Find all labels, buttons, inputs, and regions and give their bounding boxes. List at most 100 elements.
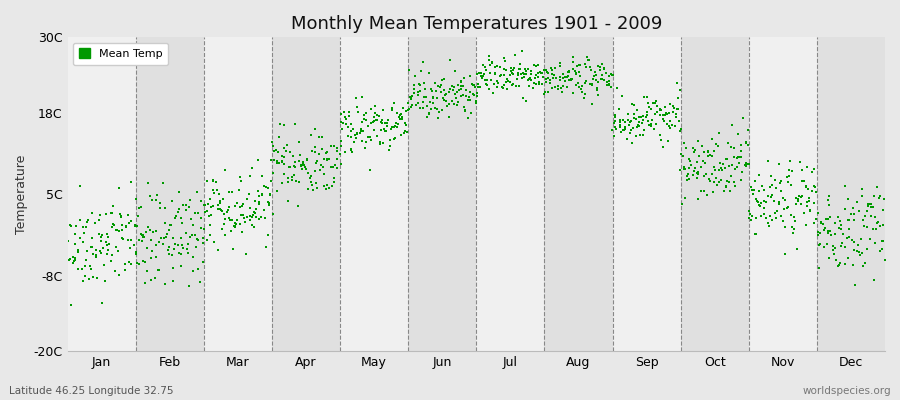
- Point: [296, 162, 310, 168]
- Point: [486, 90, 500, 96]
- Point: [745, 187, 760, 193]
- Point: [135, 232, 149, 238]
- Point: [650, 109, 664, 115]
- Point: [200, 208, 214, 214]
- Point: [355, 119, 369, 126]
- Point: [578, 80, 592, 86]
- Point: [724, 144, 738, 150]
- Point: [369, 112, 383, 118]
- Point: [778, 197, 792, 204]
- Point: [216, 196, 230, 202]
- Point: [223, 216, 238, 223]
- Point: [247, 224, 261, 230]
- Point: [734, 176, 749, 183]
- Point: [61, 257, 76, 263]
- Point: [105, 210, 120, 217]
- Point: [788, 218, 802, 224]
- Point: [72, 182, 86, 189]
- Point: [583, 67, 598, 73]
- Point: [734, 142, 748, 148]
- Point: [761, 223, 776, 230]
- Point: [490, 63, 504, 69]
- Point: [380, 120, 394, 126]
- Point: [714, 177, 728, 183]
- Point: [706, 171, 720, 178]
- Point: [675, 200, 689, 207]
- Point: [659, 110, 673, 116]
- Point: [544, 85, 559, 92]
- Point: [378, 128, 392, 134]
- Point: [389, 120, 403, 126]
- Point: [188, 210, 202, 216]
- Point: [128, 222, 142, 228]
- Point: [390, 124, 404, 130]
- Point: [535, 81, 549, 87]
- Point: [497, 72, 511, 78]
- Point: [369, 133, 383, 139]
- Point: [553, 63, 567, 70]
- Point: [608, 118, 622, 124]
- Point: [323, 143, 338, 149]
- Bar: [136, 37, 203, 351]
- Point: [175, 220, 189, 226]
- Point: [661, 138, 675, 144]
- Point: [275, 180, 290, 186]
- Point: [218, 166, 232, 173]
- Point: [404, 93, 419, 100]
- Point: [235, 228, 249, 235]
- Point: [474, 70, 489, 76]
- Point: [265, 178, 279, 184]
- Point: [346, 126, 360, 132]
- Point: [803, 207, 817, 213]
- Point: [82, 276, 96, 282]
- Point: [508, 82, 523, 89]
- Point: [743, 217, 758, 224]
- Point: [163, 222, 177, 228]
- Point: [93, 248, 107, 254]
- Point: [143, 226, 157, 233]
- Point: [77, 273, 92, 279]
- Point: [608, 124, 623, 130]
- Point: [472, 83, 487, 90]
- Point: [763, 212, 778, 219]
- Point: [833, 242, 848, 249]
- Point: [769, 214, 783, 221]
- Point: [458, 107, 473, 113]
- Point: [184, 215, 199, 222]
- Point: [466, 82, 481, 88]
- Point: [700, 149, 715, 156]
- Point: [510, 76, 525, 82]
- Point: [670, 95, 685, 102]
- Point: [179, 202, 194, 208]
- Point: [413, 82, 428, 88]
- Point: [697, 188, 711, 194]
- Point: [524, 71, 538, 78]
- Point: [138, 258, 152, 265]
- Point: [788, 201, 803, 207]
- Point: [243, 213, 257, 220]
- Point: [66, 253, 80, 260]
- Point: [706, 189, 720, 195]
- Point: [640, 109, 654, 115]
- Point: [696, 158, 710, 164]
- Point: [233, 212, 248, 218]
- Point: [410, 92, 425, 98]
- Point: [578, 91, 592, 97]
- Point: [212, 199, 227, 206]
- Point: [131, 205, 146, 211]
- Point: [813, 230, 827, 237]
- Point: [364, 137, 378, 143]
- Point: [553, 76, 567, 83]
- Point: [682, 176, 697, 182]
- Point: [171, 250, 185, 256]
- Point: [545, 66, 560, 73]
- Point: [722, 162, 736, 169]
- Point: [838, 244, 852, 250]
- Point: [154, 235, 168, 241]
- Point: [823, 214, 837, 220]
- Point: [720, 178, 734, 184]
- Point: [418, 86, 432, 92]
- Point: [774, 178, 788, 184]
- Bar: [613, 37, 680, 351]
- Point: [555, 82, 570, 89]
